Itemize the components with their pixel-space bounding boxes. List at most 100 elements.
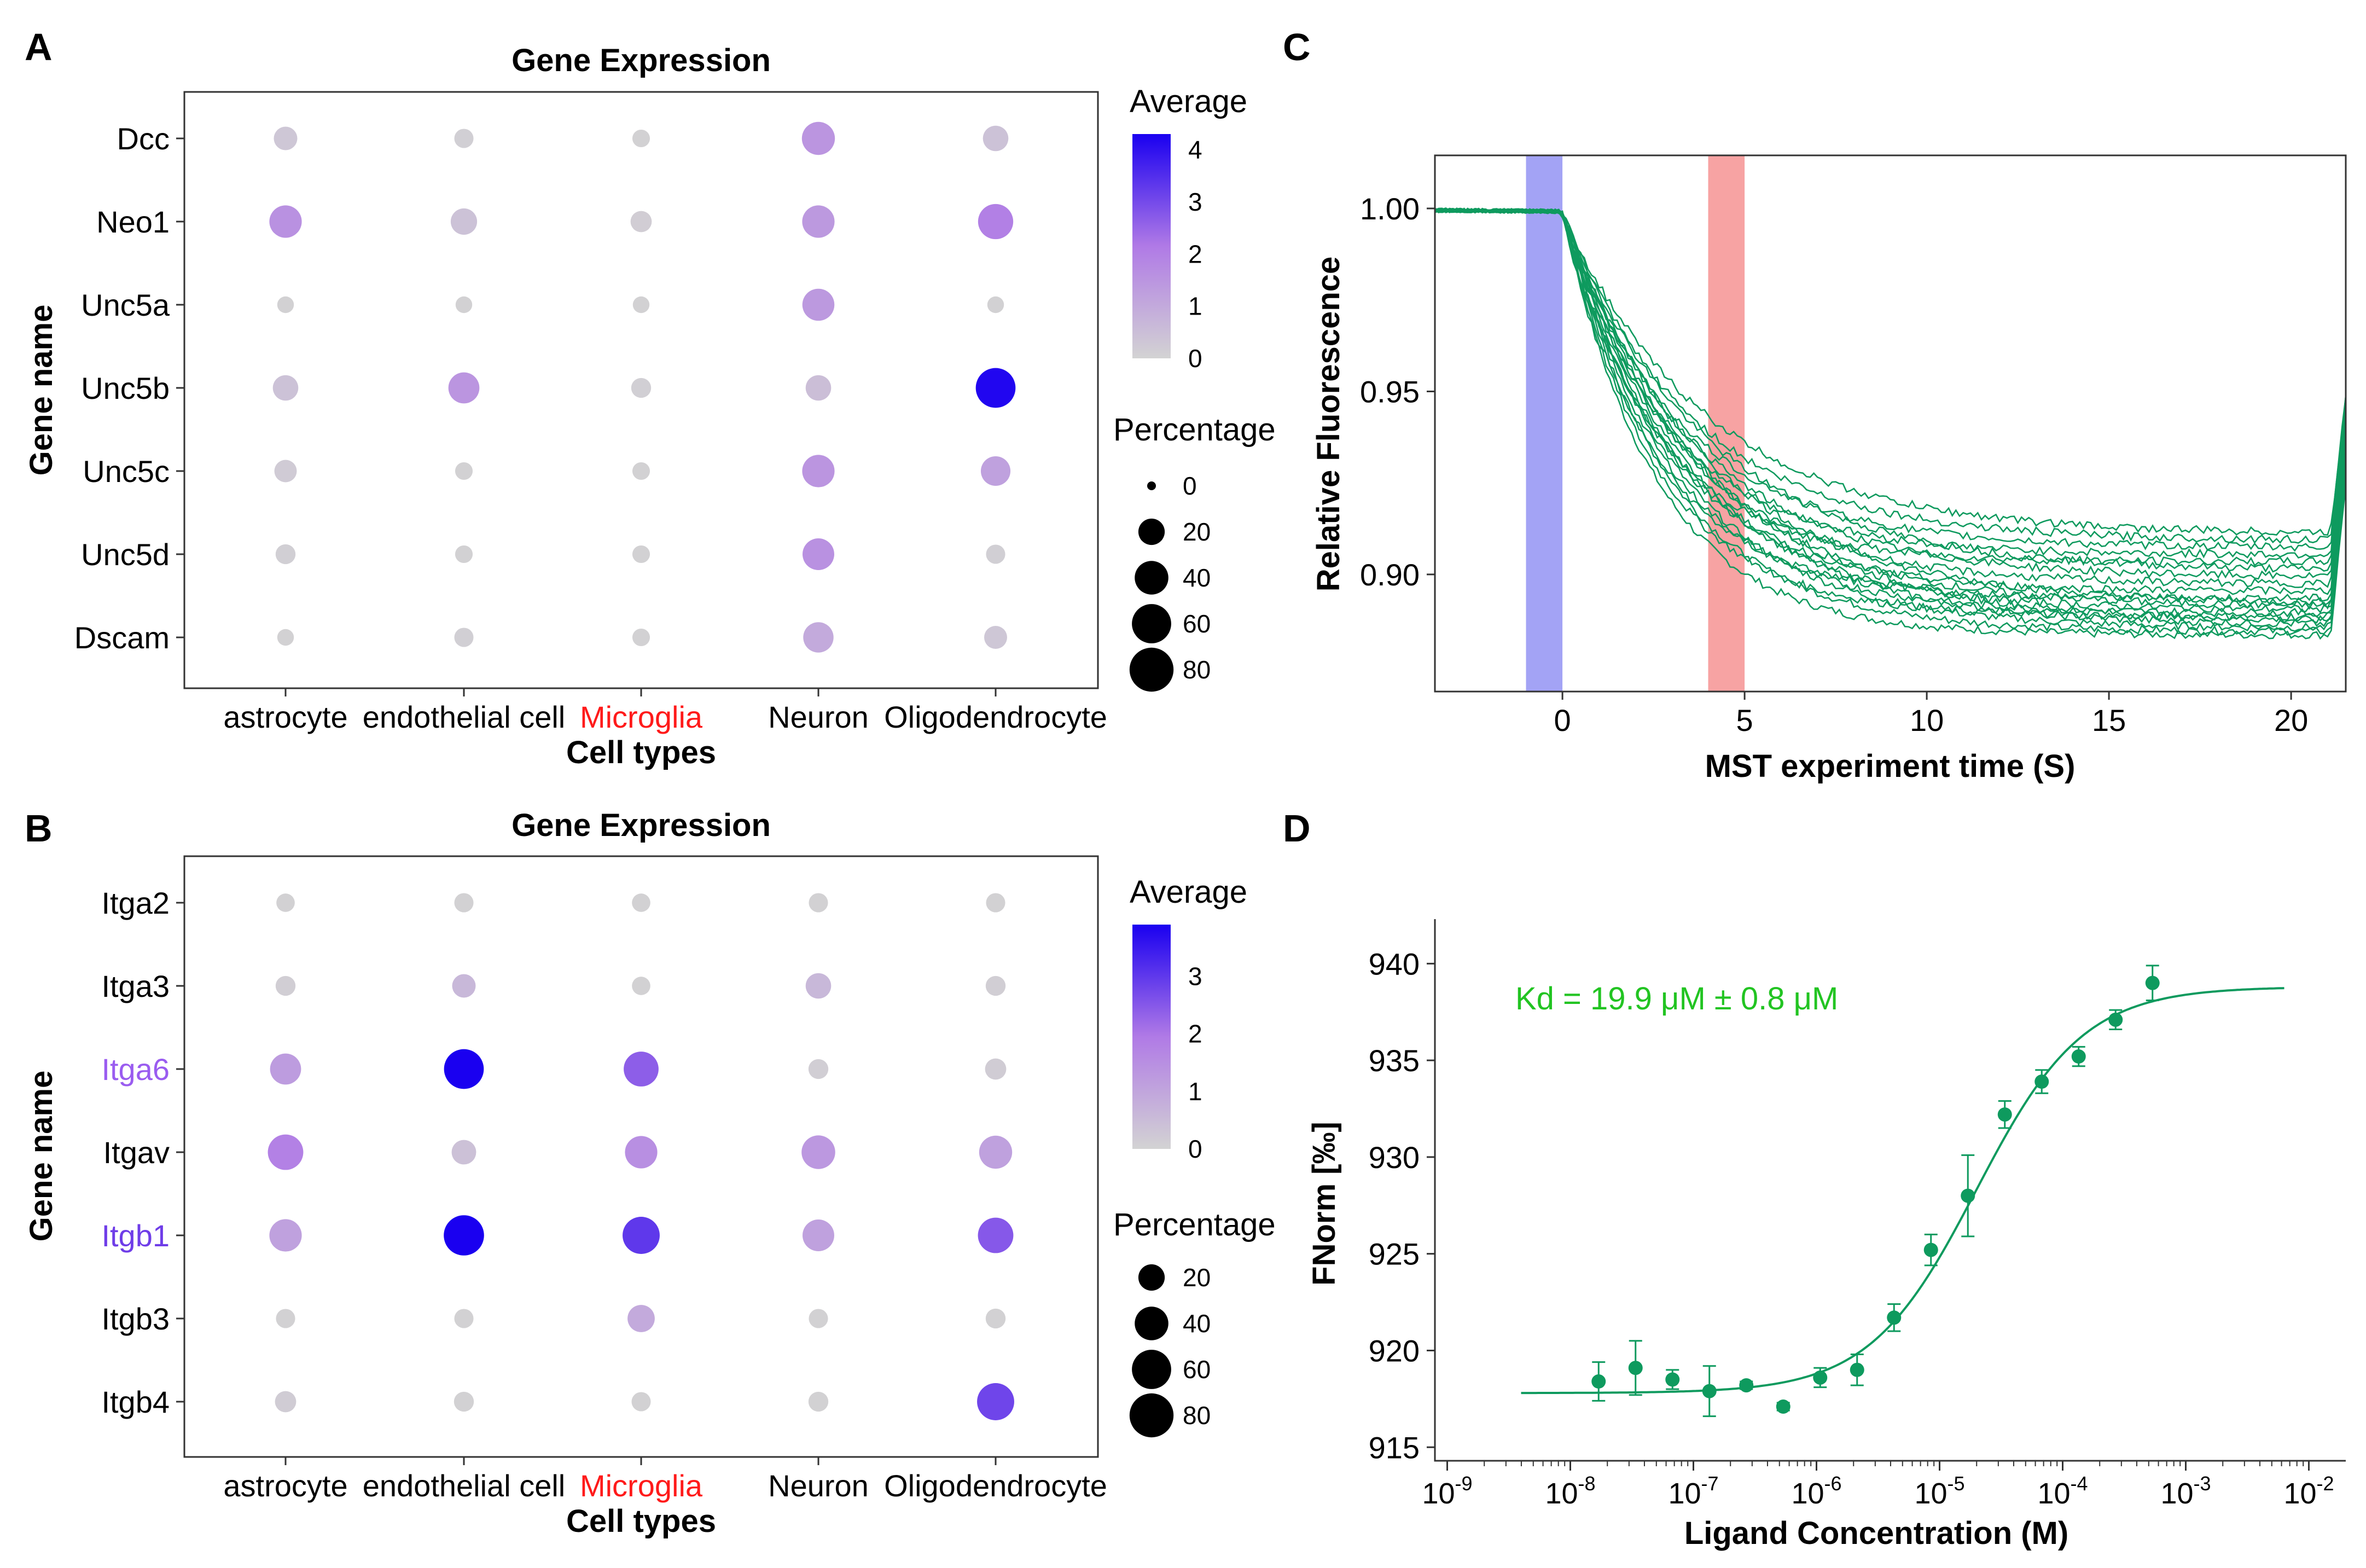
x-tick-label: 10-6 xyxy=(1791,1472,1841,1510)
panel-a-dotplot: Gene Expression Gene name Cell types Dcc… xyxy=(24,43,1276,770)
dot xyxy=(448,372,480,404)
panel-c-trace-lines xyxy=(1435,207,2346,640)
percentage-key-dot xyxy=(1135,1306,1169,1340)
dot xyxy=(977,1383,1014,1420)
colorbar-tick-label: 1 xyxy=(1188,292,1202,321)
percentage-key-label: 40 xyxy=(1183,564,1211,592)
dot xyxy=(274,460,297,483)
percentage-key-label: 0 xyxy=(1183,472,1197,500)
dot xyxy=(274,126,298,150)
cell-type-label: Oligodendrocyte xyxy=(884,1468,1107,1503)
x-tick-label: 10-4 xyxy=(2037,1472,2088,1510)
panel-d-y-ticks: 915 920 925 930 935 940 xyxy=(1369,946,1435,1465)
dot xyxy=(269,1219,302,1252)
cell-type-label: Oligodendrocyte xyxy=(884,700,1107,734)
dot xyxy=(809,893,828,913)
dot xyxy=(986,544,1005,564)
dot xyxy=(987,296,1004,313)
dot xyxy=(632,129,650,148)
mst-trace xyxy=(1435,208,2346,567)
dot xyxy=(624,1052,659,1087)
dot xyxy=(978,1217,1014,1253)
dot xyxy=(454,1391,474,1412)
dot xyxy=(627,1305,655,1332)
cell-type-label: astrocyte xyxy=(223,700,347,734)
mst-trace xyxy=(1435,207,2346,552)
percentage-key-label: 20 xyxy=(1183,1263,1211,1292)
dot xyxy=(275,1391,297,1413)
dot xyxy=(277,296,294,313)
dot xyxy=(803,1219,834,1251)
panel-b-average-legend-title: Average xyxy=(1130,874,1247,910)
y-tick-label: 1.00 xyxy=(1360,191,1420,226)
percentage-key-label: 80 xyxy=(1183,1401,1211,1430)
percentage-key-dot xyxy=(1132,1350,1171,1389)
dot xyxy=(979,1135,1013,1169)
dot xyxy=(625,1136,658,1169)
panel-b-cell-type-labels: astrocyte endothelial cell Microglia Neuron… xyxy=(223,1457,1107,1503)
percentage-key-dot xyxy=(1147,481,1156,490)
dot xyxy=(454,893,474,913)
dot xyxy=(632,628,650,647)
x-tick-label: 20 xyxy=(2274,703,2308,737)
dot xyxy=(632,462,650,480)
panel-c-plot-frame xyxy=(1434,154,2347,693)
dot xyxy=(275,544,296,565)
y-tick-label: 930 xyxy=(1369,1140,1420,1175)
colorbar-tick-label: 2 xyxy=(1188,1020,1202,1048)
dot xyxy=(808,1391,829,1412)
colorbar-tick-label: 0 xyxy=(1188,1135,1202,1163)
dot xyxy=(802,288,835,321)
dot xyxy=(454,129,474,148)
dot xyxy=(275,975,296,996)
dot xyxy=(631,1392,651,1412)
panel-d-data-points xyxy=(1591,965,2160,1418)
dot xyxy=(444,1215,484,1256)
data-point xyxy=(1591,1374,1606,1389)
y-tick-label: 0.90 xyxy=(1360,557,1420,592)
percentage-key-dot xyxy=(1129,1393,1174,1438)
gene-label: Itgb1 xyxy=(101,1218,170,1253)
mst-trace xyxy=(1435,207,2346,618)
data-point xyxy=(1665,1372,1680,1387)
y-tick-label: 0.95 xyxy=(1360,374,1420,409)
dot xyxy=(802,455,835,487)
dot xyxy=(454,628,474,647)
mst-trace xyxy=(1435,207,2346,588)
dot xyxy=(985,1058,1007,1080)
percentage-key-dot xyxy=(1135,561,1169,595)
dot xyxy=(809,1309,828,1328)
panel-c-mst-traces: 0.90 0.95 1.00 0 5 10 15 20 Relative Fluoresce… xyxy=(1311,154,2347,784)
panel-label-c: C xyxy=(1283,26,1311,68)
panel-d-fit-curve xyxy=(1521,987,2284,1395)
panel-a-average-legend: Average 0 1 2 3 4 xyxy=(1130,84,1247,373)
mst-trace xyxy=(1435,207,2346,603)
dot xyxy=(450,208,478,235)
dot xyxy=(268,1134,304,1170)
dot xyxy=(277,629,294,646)
x-tick-label: 5 xyxy=(1736,703,1753,737)
data-point xyxy=(1776,1399,1791,1414)
gene-label: Itgav xyxy=(103,1135,170,1170)
mst-trace xyxy=(1435,207,2346,559)
dot xyxy=(805,973,832,999)
dot xyxy=(803,622,834,653)
x-tick-label: 10-8 xyxy=(1545,1472,1595,1510)
dot xyxy=(455,462,473,480)
panel-b-y-axis-title: Gene name xyxy=(24,1071,59,1242)
percentage-key-label: 40 xyxy=(1183,1309,1211,1338)
y-tick-label: 940 xyxy=(1369,946,1420,981)
dot xyxy=(623,1217,660,1254)
mst-trace xyxy=(1435,207,2346,596)
gene-label: Unc5c xyxy=(83,454,170,489)
dot xyxy=(802,205,835,238)
y-tick-label: 925 xyxy=(1369,1237,1420,1271)
dot xyxy=(801,121,835,155)
gene-label: Itgb3 xyxy=(101,1302,170,1336)
gene-label: Dcc xyxy=(117,121,170,156)
dot xyxy=(985,975,1006,996)
panel-d-axes xyxy=(1434,919,2346,1462)
panel-b-average-colorbar xyxy=(1132,925,1171,1149)
gene-label: Itga2 xyxy=(101,886,170,920)
panel-label-d: D xyxy=(1283,807,1311,850)
